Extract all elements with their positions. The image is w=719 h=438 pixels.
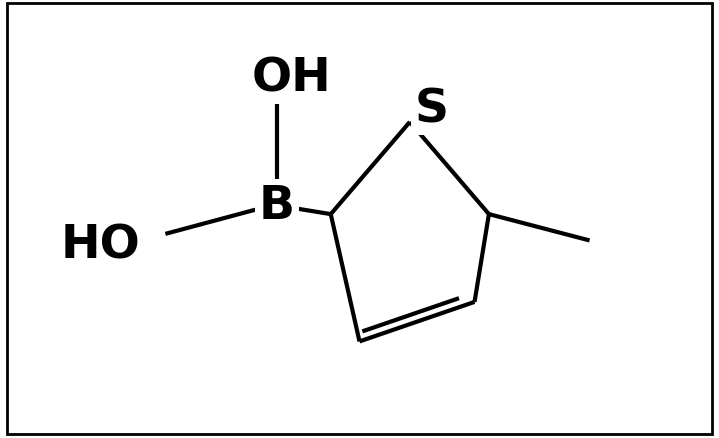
Text: HO: HO	[61, 223, 140, 268]
Text: S: S	[414, 87, 449, 132]
Text: B: B	[259, 184, 295, 228]
Text: OH: OH	[252, 57, 331, 101]
